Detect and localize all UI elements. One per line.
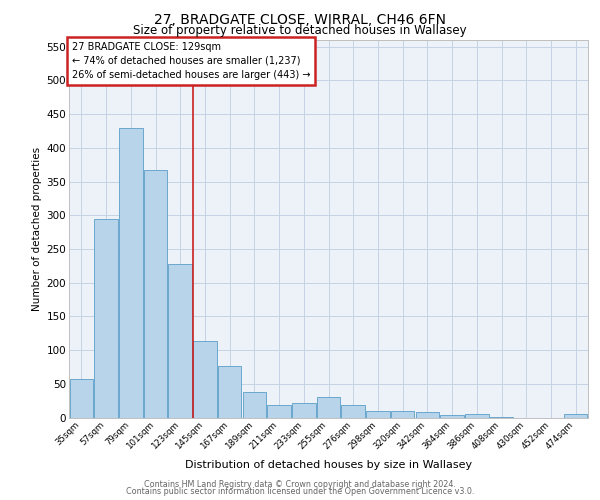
Text: 27 BRADGATE CLOSE: 129sqm
← 74% of detached houses are smaller (1,237)
26% of se: 27 BRADGATE CLOSE: 129sqm ← 74% of detac…	[71, 42, 310, 80]
Bar	[366, 411, 389, 418]
Bar	[440, 416, 464, 418]
Bar	[119, 128, 143, 418]
Bar	[193, 342, 217, 417]
Y-axis label: Number of detached properties: Number of detached properties	[32, 146, 43, 311]
Bar	[70, 379, 93, 418]
Bar	[242, 392, 266, 417]
X-axis label: Distribution of detached houses by size in Wallasey: Distribution of detached houses by size …	[185, 460, 472, 469]
Bar	[94, 218, 118, 418]
Bar	[292, 402, 316, 417]
Bar	[268, 406, 291, 417]
Bar	[144, 170, 167, 418]
Text: Contains public sector information licensed under the Open Government Licence v3: Contains public sector information licen…	[126, 487, 474, 496]
Text: Contains HM Land Registry data © Crown copyright and database right 2024.: Contains HM Land Registry data © Crown c…	[144, 480, 456, 489]
Text: 27, BRADGATE CLOSE, WIRRAL, CH46 6FN: 27, BRADGATE CLOSE, WIRRAL, CH46 6FN	[154, 12, 446, 26]
Bar	[465, 414, 488, 418]
Bar	[490, 417, 513, 418]
Bar	[391, 411, 415, 418]
Bar	[416, 412, 439, 418]
Bar	[218, 366, 241, 418]
Bar	[564, 414, 587, 418]
Bar	[317, 398, 340, 417]
Bar	[341, 406, 365, 417]
Bar	[169, 264, 192, 418]
Text: Size of property relative to detached houses in Wallasey: Size of property relative to detached ho…	[133, 24, 467, 37]
